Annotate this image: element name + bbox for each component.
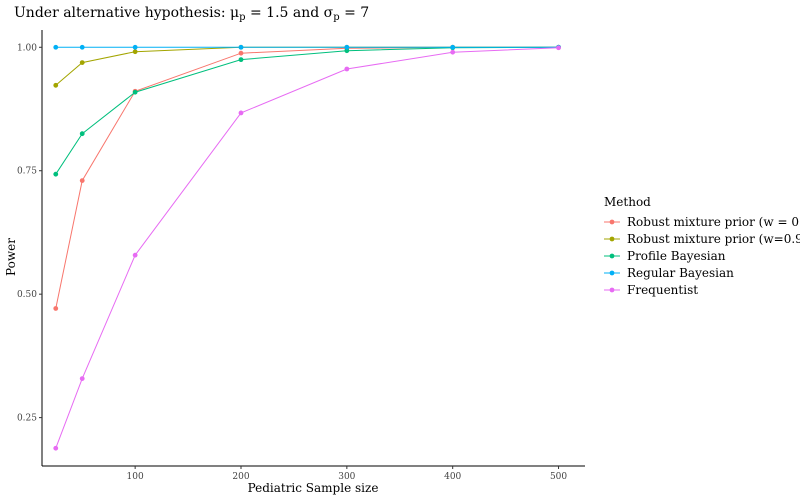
x-tick-label: 100 [127, 472, 144, 482]
data-point [556, 45, 561, 51]
series-line [55, 46, 559, 175]
legend-item-robust-mixture-prior-w-0-9: Robust mixture prior (w=0.9) [604, 232, 800, 246]
plot-area [53, 44, 561, 451]
data-point [132, 44, 138, 50]
series-profile-bayesian [53, 44, 561, 177]
data-point [132, 49, 138, 55]
data-point [53, 82, 59, 88]
legend-item-robust-mixture-prior-w-0-5: Robust mixture prior (w = 0.5) [604, 215, 800, 229]
legend-key-point [609, 219, 615, 225]
series-regular-bayesian [53, 44, 561, 50]
data-point [132, 252, 138, 258]
legend: Method Robust mixture prior (w = 0.5) Rob… [604, 195, 800, 297]
x-tick-label: 200 [232, 472, 249, 482]
series-line [55, 46, 559, 86]
series-robust-mixture-prior-w-0-5 [53, 44, 561, 311]
data-point [79, 44, 85, 50]
data-point [450, 49, 456, 55]
y-tick-label: 0.75 [17, 167, 37, 177]
legend-label: Robust mixture prior (w = 0.5) [627, 215, 800, 229]
series-line [55, 47, 559, 449]
y-axis-title: Power [4, 238, 18, 276]
legend-item-frequentist: Frequentist [604, 283, 698, 297]
data-point [344, 66, 350, 72]
data-point [132, 89, 138, 95]
data-point [79, 131, 85, 137]
data-point [344, 48, 350, 54]
legend-item-regular-bayesian: Regular Bayesian [604, 266, 734, 280]
legend-label: Robust mixture prior (w=0.9) [627, 232, 800, 246]
legend-label: Profile Bayesian [627, 249, 726, 263]
legend-key-point [609, 253, 615, 259]
legend-label: Frequentist [627, 283, 698, 297]
data-point [450, 44, 456, 50]
series-line [55, 46, 559, 309]
legend-key-point [609, 270, 615, 276]
data-point [53, 445, 59, 451]
data-point [79, 178, 85, 184]
data-point [79, 60, 85, 65]
legend-item-profile-bayesian: Profile Bayesian [604, 249, 726, 263]
series-frequentist [53, 45, 561, 451]
legend-key-point [609, 287, 615, 293]
y-axis-ticks: 0.25 0.50 0.75 1.00 [17, 43, 42, 424]
y-tick-label: 0.25 [17, 414, 37, 424]
x-tick-label: 300 [338, 472, 355, 482]
x-axis-title: Pediatric Sample size [248, 481, 379, 495]
data-point [344, 44, 350, 50]
x-tick-label: 400 [444, 472, 461, 482]
data-point [238, 57, 244, 63]
chart-title: Under alternative hypothesis: μp = 1.5 a… [14, 5, 369, 23]
x-tick-label: 500 [550, 472, 567, 482]
data-point [238, 110, 244, 116]
data-point [238, 44, 244, 50]
y-tick-label: 0.50 [17, 290, 37, 300]
data-point [79, 376, 85, 382]
legend-label: Regular Bayesian [627, 266, 734, 280]
data-point [53, 44, 59, 50]
data-point [53, 306, 59, 311]
legend-title: Method [604, 195, 651, 209]
legend-key-point [609, 236, 615, 242]
x-axis-ticks: 100 200 300 400 500 [127, 466, 567, 482]
data-point [53, 171, 59, 177]
y-tick-label: 1.00 [17, 43, 37, 53]
data-point [238, 50, 244, 56]
